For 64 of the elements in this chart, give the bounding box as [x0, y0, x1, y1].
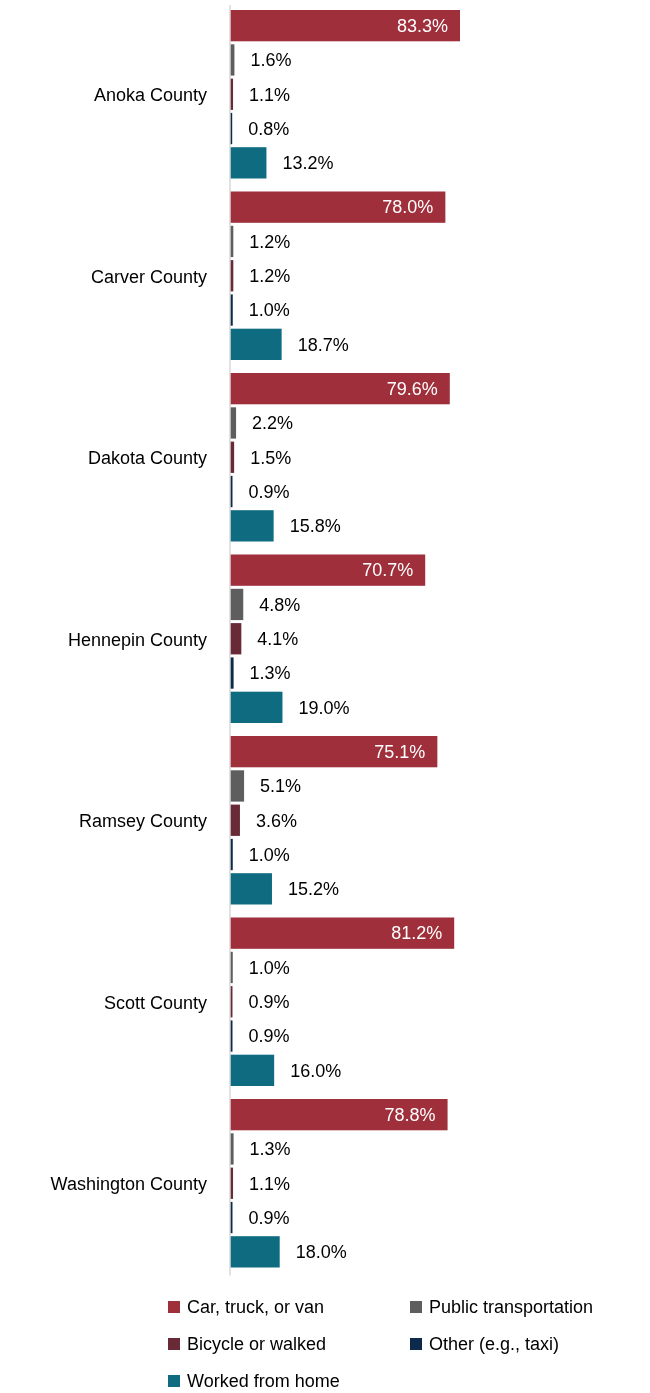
data-label: 4.1% — [257, 629, 299, 650]
bar — [230, 1099, 448, 1131]
data-label: 79.6% — [386, 378, 438, 399]
data-label: 78.0% — [382, 197, 434, 218]
y-tick-label: Ramsey County — [78, 811, 207, 832]
legend-label: Bicycle or walked — [187, 1334, 327, 1355]
y-tick-label: Scott County — [103, 992, 207, 1013]
bar — [230, 1236, 280, 1268]
data-label: 19.0% — [298, 697, 350, 718]
data-label: 0.9% — [248, 481, 290, 502]
bar — [230, 328, 282, 360]
data-label: 5.1% — [260, 776, 302, 797]
data-label: 0.9% — [248, 1026, 290, 1047]
data-label: 1.0% — [248, 844, 290, 865]
bar — [230, 917, 455, 949]
bar — [230, 1054, 275, 1086]
bar — [230, 804, 240, 836]
data-label: 18.7% — [297, 334, 349, 355]
data-label: 1.5% — [250, 447, 292, 468]
data-label: 15.8% — [289, 516, 341, 537]
data-label: 0.9% — [248, 1207, 290, 1228]
data-label: 18.0% — [295, 1242, 347, 1263]
bar — [230, 191, 446, 223]
data-label: 1.0% — [248, 300, 290, 321]
data-label: 70.7% — [362, 560, 414, 581]
data-label: 1.3% — [249, 663, 291, 684]
legend-label: Other (e.g., taxi) — [429, 1334, 560, 1355]
data-label: 16.0% — [290, 1060, 342, 1081]
y-tick-label: Carver County — [90, 266, 207, 287]
data-label: 0.8% — [248, 118, 290, 139]
bar — [230, 554, 426, 586]
data-label: 78.8% — [384, 1104, 436, 1125]
bar — [230, 147, 267, 179]
bar — [230, 10, 460, 42]
data-label: 1.0% — [248, 957, 290, 978]
data-label: 15.2% — [287, 879, 340, 900]
data-label: 83.3% — [396, 15, 448, 36]
legend-label: Public transportation — [429, 1297, 594, 1318]
legend-label: Car, truck, or van — [187, 1297, 325, 1318]
y-tick-label: Washington County — [50, 1174, 207, 1195]
bar — [230, 691, 283, 723]
data-label: 13.2% — [282, 153, 334, 174]
data-label: 75.1% — [374, 741, 426, 762]
y-tick-label: Anoka County — [93, 85, 207, 106]
y-tick-label: Hennepin County — [67, 629, 207, 650]
data-label: 1.2% — [249, 231, 291, 252]
y-tick-label: Dakota County — [87, 448, 207, 469]
data-label: 1.2% — [249, 266, 291, 287]
data-label: 1.1% — [249, 1173, 291, 1194]
data-label: 4.8% — [259, 594, 301, 615]
bar — [230, 736, 438, 768]
bar — [230, 510, 274, 542]
bar — [230, 873, 272, 905]
data-label: 0.9% — [248, 992, 290, 1013]
data-label: 2.2% — [252, 413, 294, 434]
data-label: 81.2% — [391, 923, 443, 944]
bar — [230, 588, 244, 621]
bar — [230, 770, 245, 802]
legend-label: Worked from home — [187, 1371, 340, 1392]
bar — [230, 373, 450, 405]
data-label: 1.3% — [249, 1139, 291, 1160]
data-label: 3.6% — [255, 810, 297, 831]
data-label: 1.1% — [249, 84, 291, 105]
data-label: 1.6% — [250, 50, 292, 71]
